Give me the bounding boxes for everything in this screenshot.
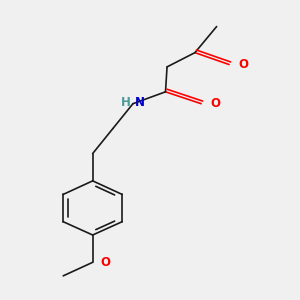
Text: O: O: [100, 256, 110, 269]
Text: O: O: [210, 97, 220, 110]
Text: O: O: [238, 58, 248, 71]
Text: N: N: [134, 96, 145, 109]
Text: H: H: [121, 96, 131, 109]
